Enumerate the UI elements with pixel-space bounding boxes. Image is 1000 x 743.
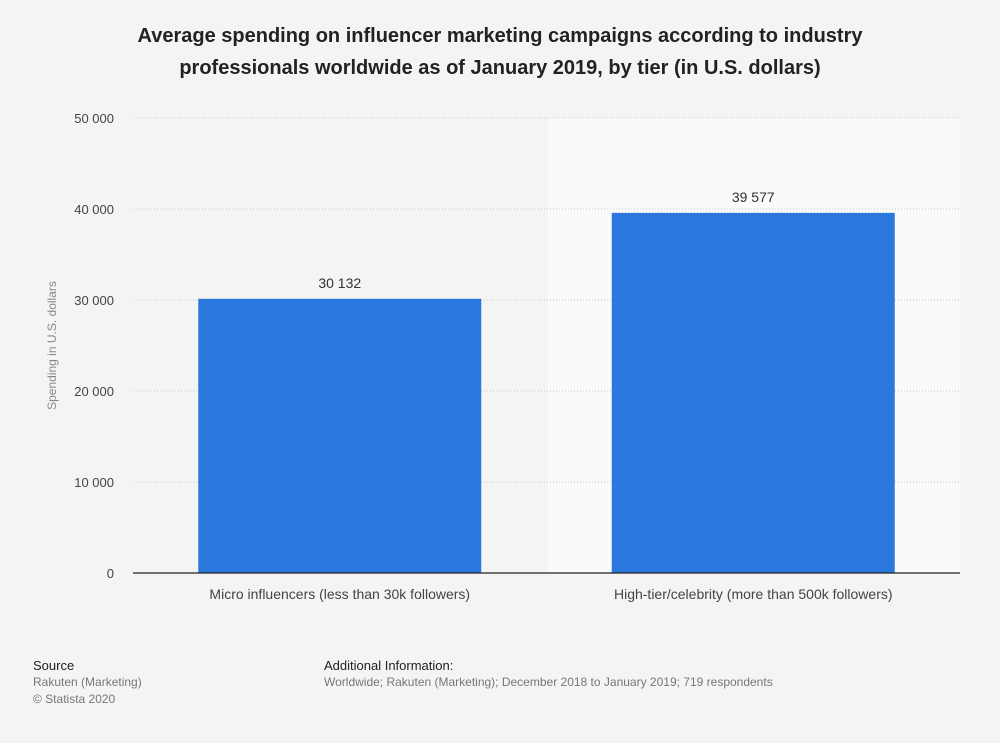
chart-title-line-1: Average spending on influencer marketing… bbox=[137, 25, 863, 47]
y-tick-label: 50 000 bbox=[74, 111, 114, 126]
chart-title: Average spending on influencer marketing… bbox=[60, 20, 940, 84]
x-axis-labels: Micro influencers (less than 30k followe… bbox=[209, 586, 892, 602]
bar-value-label: 39 577 bbox=[732, 189, 775, 205]
bar bbox=[198, 298, 482, 573]
bars: 30 132 39 577 bbox=[198, 189, 895, 573]
source-line-2: © Statista 2020 bbox=[33, 692, 116, 706]
y-axis-label: Spending in U.S. dollars bbox=[45, 281, 59, 410]
additional-info-heading: Additional Information: bbox=[324, 658, 454, 673]
y-tick-label: 40 000 bbox=[74, 202, 114, 217]
y-tick-label: 10 000 bbox=[74, 475, 114, 490]
x-category-label: High-tier/celebrity (more than 500k foll… bbox=[614, 586, 893, 602]
y-tick-label: 20 000 bbox=[74, 384, 114, 399]
bar-value-label: 30 132 bbox=[318, 275, 361, 291]
source-heading: Source bbox=[33, 658, 75, 673]
bar bbox=[611, 212, 895, 573]
y-axis-ticks: 0 10 000 20 000 30 000 40 000 50 000 bbox=[74, 111, 114, 581]
x-category-label: Micro influencers (less than 30k followe… bbox=[209, 586, 470, 602]
y-tick-label: 0 bbox=[107, 566, 114, 581]
chart-title-line-2: professionals worldwide as of January 20… bbox=[179, 57, 821, 79]
source-line-1: Rakuten (Marketing) bbox=[33, 675, 142, 689]
additional-info-block: Additional Information: Worldwide; Rakut… bbox=[324, 657, 773, 691]
y-tick-label: 30 000 bbox=[74, 293, 114, 308]
source-block: Source Rakuten (Marketing) © Statista 20… bbox=[33, 657, 142, 708]
additional-info-text: Worldwide; Rakuten (Marketing); December… bbox=[324, 675, 773, 689]
